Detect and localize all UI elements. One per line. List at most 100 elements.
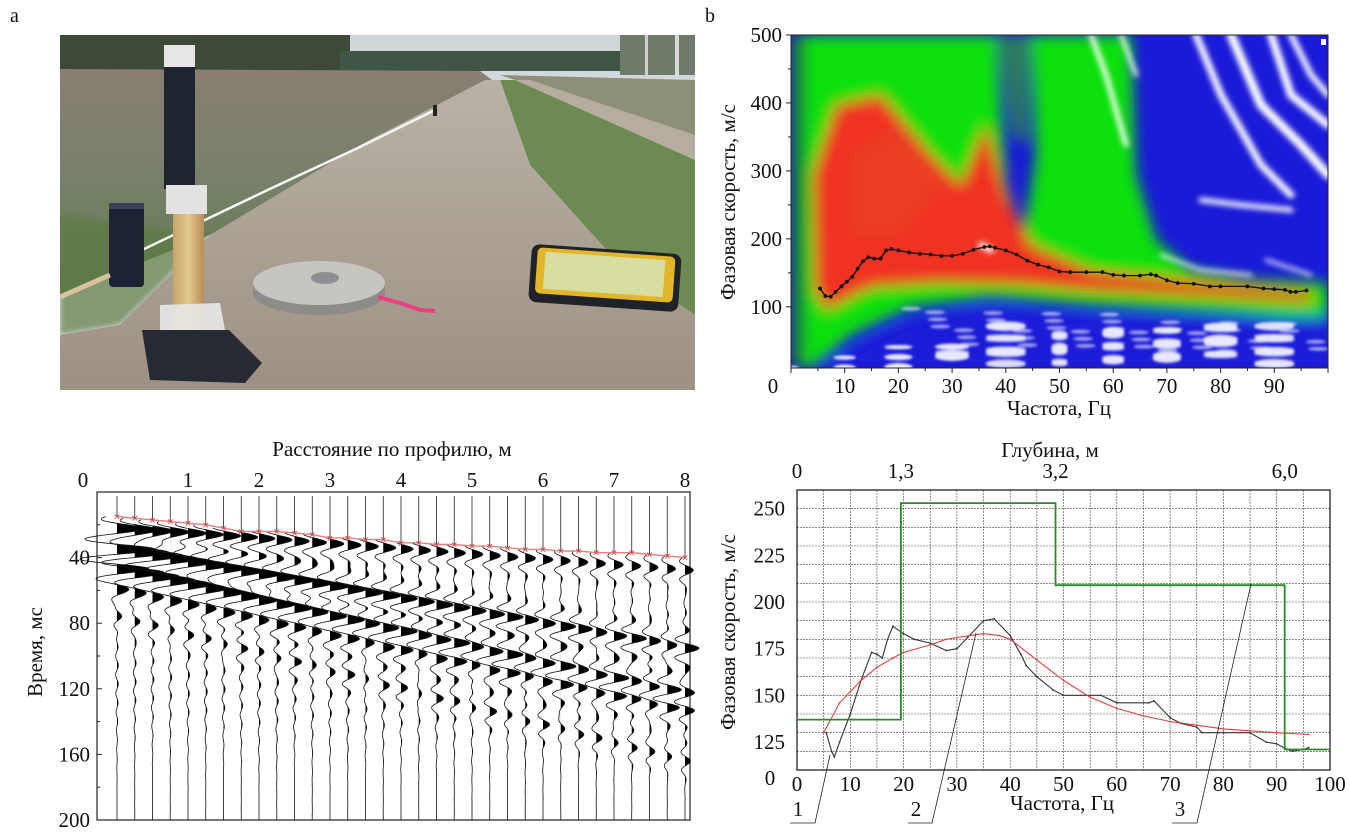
y-tick-label: 100: [751, 295, 783, 319]
theoretical-curve-point: [860, 679, 862, 682]
experimental-curve-point: [1249, 731, 1251, 734]
heatmap-noise-speck: [1221, 328, 1242, 333]
x-tick-label: 20: [888, 374, 909, 398]
heatmap-noise-speck: [1192, 345, 1212, 350]
theoretical-curve-point: [1009, 638, 1012, 641]
trace-wiggle: [368, 539, 402, 820]
experimental-curve-point: [1009, 634, 1012, 637]
first-break-pick: ×: [308, 531, 316, 541]
trace-positive-fill: [489, 546, 505, 820]
experimental-curve-point: [913, 638, 916, 641]
dispersion-image-chart: 0 10 20 30 40 50 60 70 80 90 100 200 300 400 500 Частот…: [716, 23, 1329, 420]
trace-wiggle: [567, 550, 593, 820]
heatmap-noise-speck: [1203, 334, 1238, 343]
seismogram-chart: × × × × × × × × × × × × × × × × × × × × × × × × × × × × × × × × × 0 1 2 3 4 5 6…: [23, 437, 700, 832]
x-tick-label: 8: [680, 468, 691, 492]
heatmap-noise-speck: [1043, 318, 1064, 323]
trace-positive-fill: [525, 549, 539, 820]
first-break-pick: ×: [149, 516, 157, 526]
x-tick-label: 50: [1053, 772, 1074, 796]
trace-wiggle: [584, 552, 608, 820]
seismic-trace: [530, 496, 556, 820]
x-tick-label: 30: [946, 772, 967, 796]
trace-positive-fill: [543, 549, 556, 820]
heatmap-white-streak: [1159, 253, 1253, 277]
heatmap-noise-speck: [1152, 338, 1181, 345]
x-tick-label: 20: [893, 772, 914, 796]
picked-curve-point: [1025, 258, 1030, 263]
first-break-pick: ×: [397, 539, 405, 549]
experimental-curve-point: [1062, 694, 1065, 697]
heatmap-white-streak: [1192, 35, 1295, 199]
experimental-curve-point: [830, 750, 833, 753]
heatmap-noise-speck: [935, 352, 970, 361]
heatmap-noise-speck: [1075, 343, 1096, 348]
trace-wiggle: [243, 531, 282, 820]
heatmap-noise-speck: [783, 384, 799, 392]
trace-positive-fill: [134, 518, 170, 820]
experimental-curve-point: [1222, 731, 1225, 734]
trace-positive-fill: [383, 539, 402, 820]
picked-curve-point: [850, 275, 855, 279]
theoretical-curve-point: [1307, 733, 1310, 736]
experimental-curve-point: [902, 632, 905, 635]
seismic-trace: [243, 496, 282, 820]
picked-curve-point: [878, 256, 883, 261]
experimental-curve-point: [1115, 701, 1118, 704]
x-tick-label: 70: [1160, 772, 1181, 796]
tablet-recorder: [528, 244, 682, 312]
picked-curve-point: [1245, 284, 1250, 289]
picked-curve-point: [1014, 252, 1019, 257]
picked-curve-point: [1261, 286, 1266, 291]
y-axis-title: Фазовая скорость, м/с: [716, 534, 740, 730]
heatmap-noise-speck: [1012, 328, 1033, 333]
trace-wiggle: [530, 549, 556, 820]
theoretical-curve-point: [998, 634, 1001, 637]
dispersion-curve-chart: 0 10 20 30 40 50 60 70 80 90 100125150175200225250…: [716, 438, 1346, 824]
y-tick-label: 200: [59, 808, 91, 832]
heatmap-noise-speck: [1308, 346, 1328, 351]
picked-curve-point: [839, 284, 844, 289]
picked-curve-point: [1036, 262, 1040, 267]
seismic-trace: [438, 496, 471, 820]
heatmap-red-core: [851, 125, 941, 235]
theoretical-curve-point: [1222, 728, 1225, 730]
heatmap-green-blue-gap: [996, 35, 1031, 145]
heatmap-noise-speck: [1157, 348, 1178, 353]
first-break-pick: ×: [628, 549, 636, 559]
x-axis-title: Частота, Гц: [1010, 791, 1114, 815]
heatmap-noise-speck: [833, 364, 856, 368]
seismic-trace: [422, 496, 454, 820]
picked-curve-point: [1057, 269, 1062, 274]
y-tick-label: 250: [754, 497, 786, 521]
picked-curve-point: [855, 266, 860, 271]
picked-curve-point: [872, 256, 877, 261]
first-break-pick: ×: [504, 544, 512, 554]
y-tick-label: 175: [754, 637, 786, 661]
heatmap-noise-speck: [1102, 341, 1125, 346]
first-break-pick: ×: [610, 549, 618, 559]
trace-wiggle: [223, 531, 265, 820]
experimental-curve-point: [1291, 750, 1294, 753]
heatmap-noise-speck: [935, 349, 970, 354]
seismic-trace: [79, 496, 157, 820]
geophone: [109, 203, 144, 287]
picked-curve-point: [889, 247, 894, 251]
x-tick-label: 50: [1049, 374, 1070, 398]
theoretical-curve-point: [902, 651, 905, 654]
picked-curve-point: [1138, 273, 1142, 278]
theoretical-curve-point: [849, 690, 852, 693]
seismic-trace: [598, 496, 630, 820]
seismic-trace: [385, 496, 418, 820]
trace-wiggle: [122, 519, 185, 820]
picked-curve-point: [896, 248, 901, 253]
trace-wiggle: [491, 547, 524, 820]
y-tick-label: 160: [59, 742, 91, 766]
heatmap-noise-speck: [1051, 342, 1068, 351]
picked-curve-point: [823, 294, 828, 298]
experimental-curve-point: [838, 741, 841, 743]
heatmap-noise-speck: [901, 306, 921, 311]
picked-curve-point: [1046, 265, 1051, 270]
trace-positive-fill: [578, 551, 593, 820]
traces: [79, 496, 700, 821]
